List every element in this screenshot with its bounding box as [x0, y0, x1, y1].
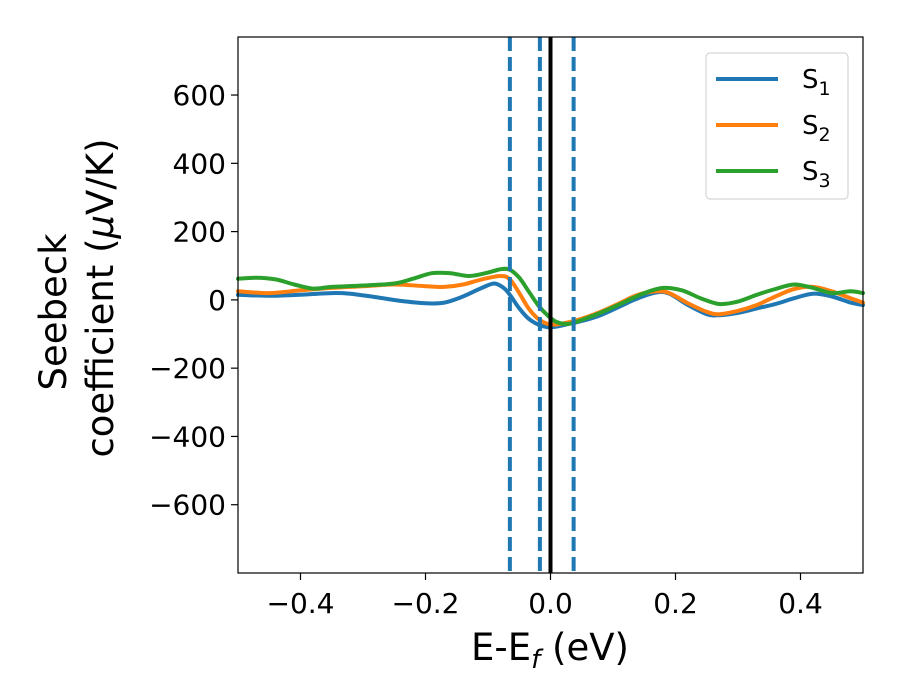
x-tick-label: 0.4 [778, 587, 823, 620]
x-tick-label: 0.2 [653, 587, 698, 620]
y-tick-label: 200 [173, 216, 226, 249]
y-tick-label: 0 [208, 284, 226, 317]
x-tick-label: −0.4 [267, 587, 335, 620]
y-axis-title-line1: Seebeck [32, 233, 75, 391]
y-axis-title-mu: μ [79, 215, 122, 240]
legend-label-s2: S2 [802, 111, 831, 146]
x-axis-title: E-Ef (eV) [471, 626, 629, 675]
legend-entries: S1 S2 S3 [716, 65, 831, 192]
y-tick-label: 600 [173, 79, 226, 112]
series-line-s3 [236, 266, 865, 327]
y-axis-title-coefficient: coefficient ( [79, 238, 122, 457]
x-axis-title-main: E-E [471, 626, 531, 669]
vertical-lines-layer [507, 37, 576, 573]
x-tick-label: −0.2 [392, 587, 460, 620]
y-axis-title-unit: V/K) [79, 138, 122, 214]
x-tick-label: 0.0 [528, 587, 573, 620]
y-axis-title-line2: coefficient (μV/K) [79, 138, 122, 457]
x-axis-ticks: −0.4 −0.2 0.0 0.2 0.4 [267, 573, 823, 620]
legend: S1 S2 S3 [705, 52, 849, 200]
y-axis-ticks: −600 −400 −200 0 200 400 600 [149, 79, 238, 522]
y-tick-label: −600 [149, 489, 226, 522]
y-axis-title-seebeck: Seebeck [32, 233, 75, 391]
y-tick-label: −400 [149, 420, 226, 453]
y-tick-label: −200 [149, 352, 226, 385]
y-tick-label: 400 [173, 147, 226, 180]
legend-label-s1: S1 [802, 65, 831, 100]
legend-label-s3: S3 [802, 157, 831, 192]
x-axis-title-unit: (eV) [540, 626, 629, 669]
series-layer [236, 266, 865, 330]
